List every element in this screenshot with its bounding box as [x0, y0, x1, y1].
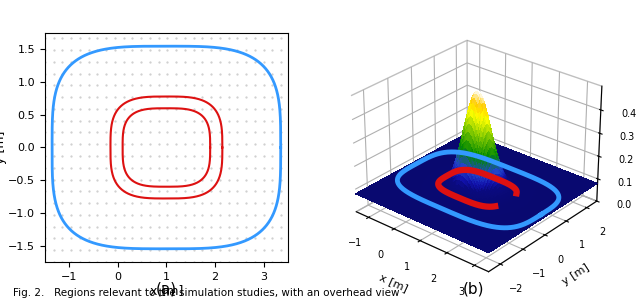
Text: Fig. 2.   Regions relevant to the simulation studies, with an overhead view: Fig. 2. Regions relevant to the simulati…: [13, 288, 399, 298]
Y-axis label: y [m]: y [m]: [561, 262, 591, 287]
X-axis label: x [m]: x [m]: [378, 272, 409, 294]
Y-axis label: y [m]: y [m]: [0, 131, 6, 164]
X-axis label: x [m]: x [m]: [150, 284, 183, 297]
Text: (a): (a): [156, 281, 177, 296]
Text: (b): (b): [463, 281, 484, 296]
